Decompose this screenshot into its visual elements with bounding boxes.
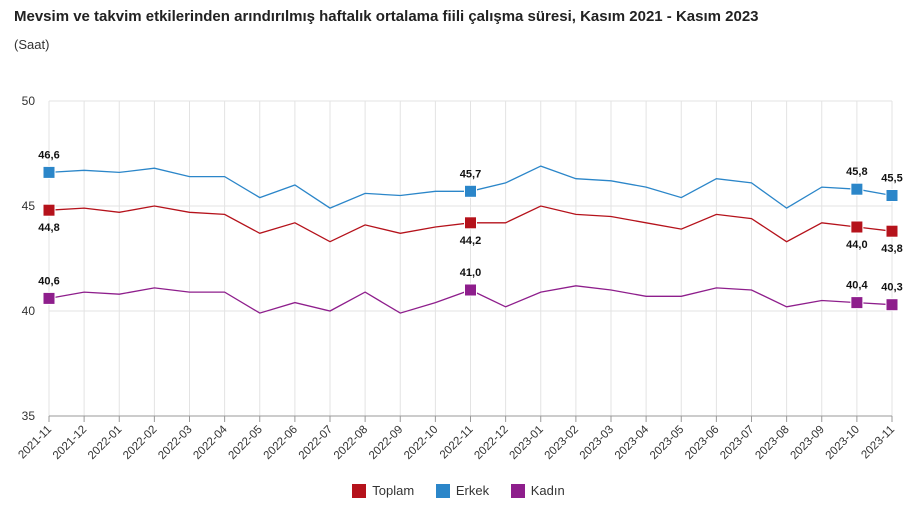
data-label: 41,0 [460,267,481,279]
data-label: 45,8 [846,166,867,178]
x-tick-label: 2022-02 [121,424,159,462]
legend-swatch-kadin [510,483,525,498]
data-label: 40,4 [846,280,868,292]
y-tick-label: 35 [22,409,36,423]
y-tick-label: 45 [22,199,36,213]
x-tick-label: 2021-12 [51,424,89,462]
x-tick-label: 2022-05 [227,424,265,462]
data-label: 43,8 [881,243,902,255]
x-tick-label: 2022-03 [156,424,194,462]
data-label: 40,6 [38,275,59,287]
line-chart: 354045502021-112021-122022-012022-022022… [16,94,903,462]
data-point-marker[interactable] [885,189,899,202]
legend-label-toplam: Toplam [372,483,415,498]
x-tick-label: 2023-03 [578,424,616,462]
x-tick-label: 2022-01 [86,424,124,462]
x-tick-label: 2022-12 [472,424,510,462]
data-point-marker[interactable] [464,184,477,198]
x-tick-label: 2023-11 [859,424,897,462]
x-tick-label: 2023-07 [718,424,756,462]
data-point-marker[interactable] [850,296,864,310]
x-tick-label: 2023-06 [683,424,721,462]
grid [48,100,893,417]
x-tick-label: 2022-08 [332,424,370,462]
x-tick-label: 2023-10 [824,424,862,462]
data-point-marker[interactable] [464,216,477,230]
data-point-marker[interactable] [885,298,899,312]
data-label: 45,5 [881,173,902,185]
data-point-marker[interactable] [42,291,56,305]
legend-item-toplam[interactable]: Toplam [352,483,414,498]
data-point-marker[interactable] [42,203,56,217]
legend-label-erkek: Erkek [455,483,490,498]
y-tick-label: 40 [22,304,36,318]
data-label: 44,2 [460,235,481,247]
data-label: 44,8 [38,222,59,234]
legend-swatch-toplam [352,483,367,498]
data-label: 46,6 [38,149,59,161]
data-label: 45,7 [460,168,481,180]
x-tick-label: 2023-05 [648,424,686,462]
x-tick-label: 2023-04 [613,423,652,462]
data-point-marker[interactable] [42,165,56,179]
x-tick-label: 2022-07 [297,424,335,462]
y-tick-label: 50 [22,94,36,108]
x-tick-label: 2023-02 [543,424,581,462]
series-layer: 44,8 44,2 44,0 43,8 46,6 45,7 45,8 45,5 40,6 41,0… [38,149,903,314]
x-tick-label: 2022-10 [402,424,440,462]
x-tick-label: 2022-09 [367,424,405,462]
x-tick-label: 2022-11 [438,424,476,462]
data-point-marker[interactable] [850,182,864,196]
data-point-marker[interactable] [850,220,864,234]
axes: 354045502021-112021-122022-012022-022022… [16,94,897,462]
x-tick-label: 2022-06 [262,424,300,462]
data-label: 44,0 [846,239,867,251]
x-tick-label: 2023-01 [508,424,546,462]
chart-subtitle: (Saat) [14,37,50,52]
legend-swatch-erkek [435,483,450,498]
data-label: 40,3 [881,282,902,294]
x-tick-label: 2022-04 [191,423,230,462]
x-tick-label: 2021-11 [16,424,54,462]
data-point-marker[interactable] [464,283,477,297]
legend-label-kadin: Kadın [530,483,565,498]
legend-item-erkek[interactable]: Erkek [435,483,490,498]
chart-title: Mevsim ve takvim etkilerinden arındırılm… [14,8,759,25]
x-tick-label: 2023-08 [753,424,791,462]
legend: Toplam Erkek Kadın [0,483,917,501]
x-tick-label: 2023-09 [789,424,827,462]
legend-item-kadin[interactable]: Kadın [510,483,565,498]
data-point-marker[interactable] [885,224,899,238]
